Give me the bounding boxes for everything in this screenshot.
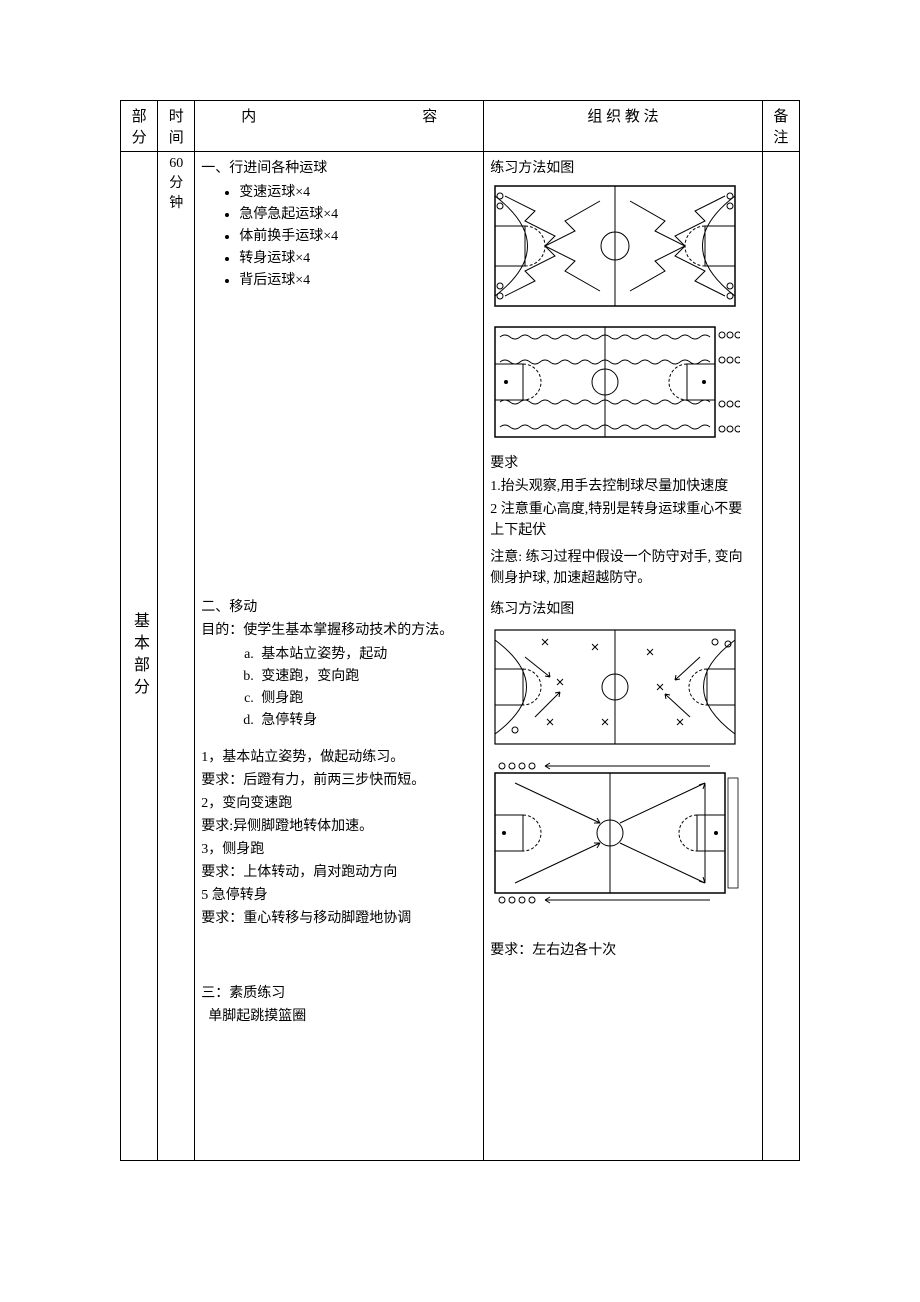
req-2: 2 注意重心高度,特别是转身运球重心不要上下起伏 xyxy=(490,499,756,541)
s2-title: 二、移动 xyxy=(201,597,477,618)
s2-p2: 2，变向变速跑 xyxy=(201,793,477,814)
header-section: 部分 xyxy=(121,101,158,152)
header-content-a: 内 xyxy=(241,105,256,126)
note-cell xyxy=(762,152,799,1161)
method-cell: 练习方法如图 xyxy=(484,152,763,1161)
note-1: 注意: 练习过程中假设一个防守对手, 变向侧身护球, 加速超越防守。 xyxy=(490,547,756,589)
page: 部分 时间 内 容 组 织 教 法 备注 基本部分 60 分 钟 一、行进间各种… xyxy=(0,0,920,1302)
s2-r2: 要求:异侧脚蹬地转体加速。 xyxy=(201,816,477,837)
time-cell: 60 分 钟 xyxy=(158,152,195,1161)
list-item: 侧身跑 xyxy=(257,687,477,707)
s2-list: 基本站立姿势，起动 变速跑，变向跑 侧身跑 急停转身 xyxy=(201,643,477,729)
list-item: 变速运球×4 xyxy=(239,181,477,201)
list-item: 急停转身 xyxy=(257,709,477,729)
req-title: 要求 xyxy=(490,453,756,474)
s2-r1: 要求：后蹬有力，前两三步快而短。 xyxy=(201,770,477,791)
header-content-b: 容 xyxy=(422,105,437,126)
header-time: 时间 xyxy=(158,101,195,152)
m1-title: 练习方法如图 xyxy=(490,158,756,179)
section-label: 基本部分 xyxy=(127,156,151,1156)
court-diagram-4 xyxy=(490,758,756,908)
s3-line: 单脚起跳摸篮圈 xyxy=(201,1006,477,1027)
s2-purpose: 目的：使学生基本掌握移动技术的方法。 xyxy=(201,620,477,641)
time-unit-b: 钟 xyxy=(164,192,188,212)
list-item: 背后运球×4 xyxy=(239,269,477,289)
header-note: 备注 xyxy=(762,101,799,152)
list-item: 基本站立姿势，起动 xyxy=(257,643,477,663)
header-row: 部分 时间 内 容 组 织 教 法 备注 xyxy=(121,101,800,152)
body-row: 基本部分 60 分 钟 一、行进间各种运球 变速运球×4 急停急起运球×4 体前… xyxy=(121,152,800,1161)
s2-p1: 1，基本站立姿势，做起动练习。 xyxy=(201,747,477,768)
list-item: 变速跑，变向跑 xyxy=(257,665,477,685)
time-value: 60 xyxy=(164,156,188,172)
m2-title: 练习方法如图 xyxy=(490,599,756,620)
court-diagram-1 xyxy=(490,181,756,311)
list-item: 转身运球×4 xyxy=(239,247,477,267)
court-diagram-3 xyxy=(490,622,756,752)
lesson-table: 部分 时间 内 容 组 织 教 法 备注 基本部分 60 分 钟 一、行进间各种… xyxy=(120,100,800,1161)
s1-list: 变速运球×4 急停急起运球×4 体前换手运球×4 转身运球×4 背后运球×4 xyxy=(201,181,477,289)
s2-p4: 5 急停转身 xyxy=(201,885,477,906)
section-cell: 基本部分 xyxy=(121,152,158,1161)
header-content: 内 容 xyxy=(195,101,484,152)
req-1: 1.抬头观察,用手去控制球尽量加快速度 xyxy=(490,476,756,497)
content-cell: 一、行进间各种运球 变速运球×4 急停急起运球×4 体前换手运球×4 转身运球×… xyxy=(195,152,484,1161)
s3-title: 三：素质练习 xyxy=(201,983,477,1004)
time-unit-a: 分 xyxy=(164,172,188,192)
list-item: 体前换手运球×4 xyxy=(239,225,477,245)
s2-r3: 要求：上体转动，肩对跑动方向 xyxy=(201,862,477,883)
list-item: 急停急起运球×4 xyxy=(239,203,477,223)
court-diagram-2 xyxy=(490,317,756,447)
final-req: 要求：左右边各十次 xyxy=(490,940,756,961)
s1-title: 一、行进间各种运球 xyxy=(201,158,477,179)
header-method: 组 织 教 法 xyxy=(484,101,763,152)
s2-r4: 要求：重心转移与移动脚蹬地协调 xyxy=(201,908,477,929)
s2-p3: 3，侧身跑 xyxy=(201,839,477,860)
